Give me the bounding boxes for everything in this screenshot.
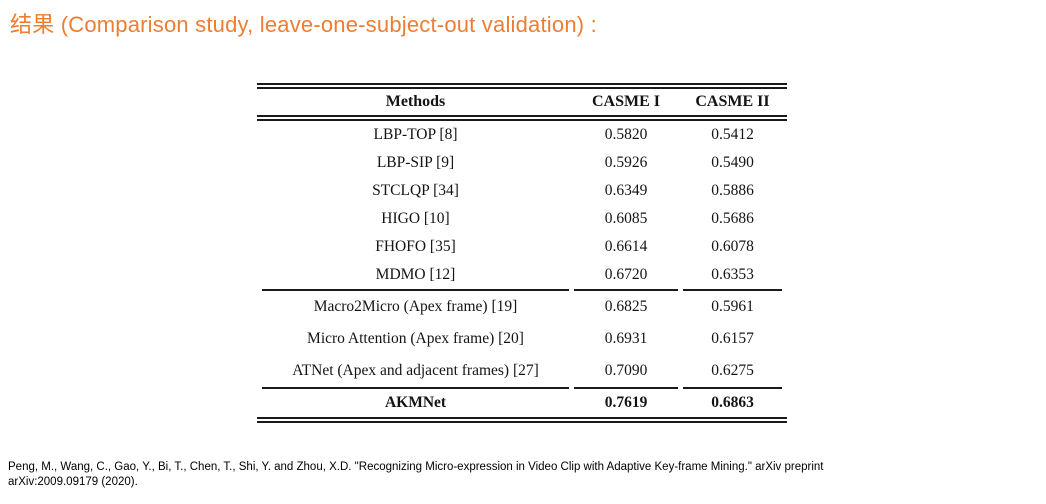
casme-i-score-cell: 0.5926: [604, 154, 648, 171]
casme-ii-score-cell: 0.5490: [711, 154, 754, 171]
casme-ii-score-cell: 0.6863: [711, 394, 754, 411]
method-cell: Micro Attention (Apex frame) [20]: [307, 330, 524, 347]
method-cell: MDMO [12]: [262, 261, 569, 291]
casme-ii-score-cell: 0.5412: [711, 126, 754, 143]
citation: Peng, M., Wang, C., Gao, Y., Bi, T., Che…: [8, 460, 823, 490]
casme-i-score-cell: 0.6614: [604, 238, 648, 255]
table-header-row: Methods CASME I CASME II: [262, 89, 782, 115]
casme-ii-score-cell: 0.5686: [711, 210, 754, 227]
method-cell: HIGO [10]: [381, 210, 450, 227]
method-cell: LBP-SIP [9]: [376, 154, 455, 171]
casme-ii-score-cell: 0.5886: [711, 182, 754, 199]
method-cell: LBP-TOP [8]: [373, 126, 458, 143]
casme-ii-score-cell: 0.6078: [711, 238, 754, 255]
method-cell: STCLQP [34]: [372, 182, 459, 199]
casme-i-score-cell: 0.6349: [604, 182, 648, 199]
casme-i-score-cell: 0.6825: [604, 298, 648, 315]
table-row: FHOFO [35] 0.6614 0.6078: [262, 233, 782, 261]
table-row: Micro Attention (Apex frame) [20] 0.6931 0…: [262, 323, 782, 355]
table-top-rule: [257, 83, 787, 89]
casme-ii-score-cell: 0.6353: [683, 261, 782, 291]
casme-i-score-cell: 0.6085: [604, 210, 648, 227]
results-table-body: LBP-TOP [8] 0.5820 0.5412 LBP-SIP [9] 0.5926…: [257, 121, 787, 423]
casme-i-score-cell: 0.6931: [604, 330, 648, 347]
method-cell: FHOFO [35]: [375, 238, 456, 255]
table-row: LBP-TOP [8] 0.5820 0.5412: [262, 121, 782, 149]
table-row: Macro2Micro (Apex frame) [19] 0.6825 0.596…: [262, 291, 782, 323]
table-header-rule: [257, 115, 787, 121]
double-rule: [257, 83, 787, 89]
results-table-container: Methods CASME I CASME II LBP-TOP [8] 0.58…: [257, 83, 787, 423]
casme-ii-score-cell: 0.6157: [711, 330, 754, 347]
method-cell: Macro2Micro (Apex frame) [19]: [313, 298, 518, 315]
casme-i-score-cell: 0.5820: [604, 126, 648, 143]
citation-line-2: arXiv:2009.09179 (2020).: [8, 475, 138, 488]
column-header-casme-ii: CASME II: [695, 93, 770, 110]
column-header-casme-i: CASME I: [591, 93, 660, 110]
table-row: AKMNet 0.7619 0.6863: [262, 389, 782, 417]
column-header-methods: Methods: [385, 93, 446, 110]
double-rule: [257, 417, 787, 423]
results-table: Methods CASME I CASME II LBP-TOP [8] 0.58…: [257, 83, 787, 423]
method-cell: ATNet (Apex and adjacent frames) [27]: [262, 355, 569, 389]
table-row: STCLQP [34] 0.6349 0.5886: [262, 177, 782, 205]
casme-ii-score-cell: 0.5961: [711, 298, 754, 315]
citation-line-1: Peng, M., Wang, C., Gao, Y., Bi, T., Che…: [8, 460, 824, 473]
table-bottom-rule: [257, 417, 787, 423]
page-title: 结果 (Comparison study, leave-one-subject-…: [10, 12, 597, 37]
double-rule: [257, 115, 787, 121]
table-row: MDMO [12] 0.6720 0.6353: [262, 261, 782, 291]
table-row: ATNet (Apex and adjacent frames) [27] 0.7…: [262, 355, 782, 389]
casme-i-score-cell: 0.6720: [574, 261, 678, 291]
table-row: HIGO [10] 0.6085 0.5686: [262, 205, 782, 233]
method-cell: AKMNet: [384, 394, 447, 411]
casme-i-score-cell: 0.7619: [604, 394, 648, 411]
casme-i-score-cell: 0.7090: [574, 355, 678, 389]
table-row: LBP-SIP [9] 0.5926 0.5490: [262, 149, 782, 177]
casme-ii-score-cell: 0.6275: [683, 355, 782, 389]
